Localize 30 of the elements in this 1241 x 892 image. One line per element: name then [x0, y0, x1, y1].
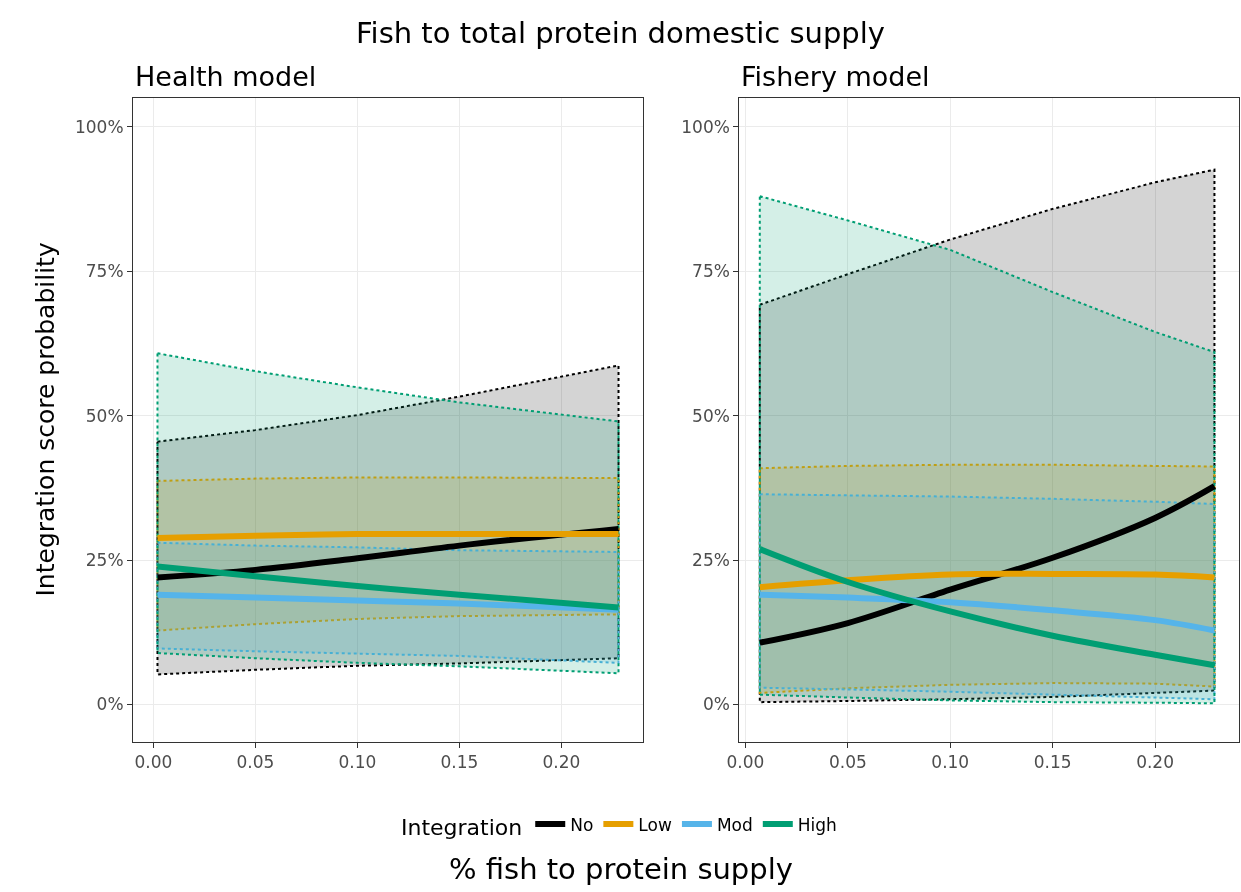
- x-tick-label: 0.20: [1136, 752, 1174, 773]
- x-tick-label: 0.00: [726, 752, 765, 773]
- y-tick-label: 0%: [702, 694, 730, 715]
- y-tick-label: 100%: [681, 116, 730, 137]
- y-axis-title: Integration score probability: [30, 242, 60, 597]
- x-tick-label: 0.20: [542, 752, 581, 773]
- x-tick-label: 0.00: [134, 752, 173, 773]
- y-tick-label: 75%: [692, 261, 730, 282]
- x-tick-label: 0.05: [828, 752, 867, 773]
- text: Fish to total protein domestic supply: [356, 16, 885, 50]
- y-tick-label: 100%: [74, 116, 124, 137]
- x-tick-label: 0.15: [1033, 752, 1072, 773]
- y-tick-label: 50%: [85, 405, 124, 426]
- y-tick-label: 25%: [85, 550, 124, 571]
- legend-label: No: [570, 814, 594, 835]
- x-tick-label: 0.10: [338, 752, 377, 773]
- legend-title: Integration: [401, 815, 523, 840]
- legend-label: High: [797, 814, 837, 835]
- y-tick-label: 50%: [692, 405, 730, 426]
- y-tick-label: 75%: [85, 261, 124, 282]
- y-tick-label: 25%: [692, 550, 730, 571]
- chart-title: Fishery model: [741, 61, 930, 92]
- x-tick-label: 0.10: [931, 752, 970, 773]
- legend-label: Mod: [716, 814, 753, 835]
- x-axis-title: % fish to protein supply: [449, 852, 793, 886]
- legend-label: Low: [638, 814, 672, 835]
- y-tick-label: 0%: [96, 694, 124, 715]
- chart-title: Health model: [135, 61, 317, 92]
- x-tick-label: 0.05: [236, 752, 275, 773]
- x-tick-label: 0.15: [440, 752, 479, 773]
